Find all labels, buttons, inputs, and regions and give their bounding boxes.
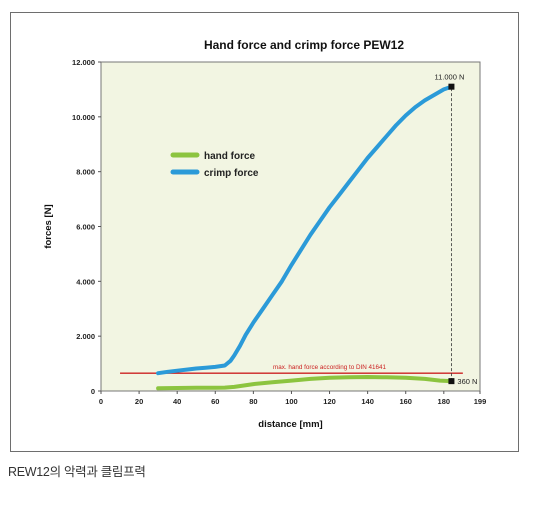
- figure-caption: REW12의 악력과 클림프력: [8, 465, 146, 479]
- marker-group: 11.000 N 360 N: [434, 73, 477, 386]
- x-tick-label: 199: [474, 397, 487, 406]
- x-tick-label: 180: [438, 397, 451, 406]
- end-marker: [448, 378, 455, 385]
- chart-frame: Hand force and crimp force PEW12 0 2.000 4…: [10, 12, 519, 452]
- plot-area: [100, 61, 481, 392]
- end-marker: [448, 83, 455, 90]
- y-tick-label: 2.000: [76, 332, 95, 341]
- x-tick-label: 40: [173, 397, 181, 406]
- series-line-crimp-force: [156, 84, 454, 376]
- legend: hand force crimp force: [170, 151, 259, 179]
- chart-title: Hand force and crimp force PEW12: [204, 38, 404, 52]
- x-tick-label: 120: [323, 397, 336, 406]
- x-tick-label: 160: [399, 397, 412, 406]
- y-tick-label: 8.000: [76, 168, 95, 177]
- y-tick-label: 12.000: [72, 58, 95, 67]
- series-group: [156, 84, 454, 391]
- x-tick-label: 60: [211, 397, 219, 406]
- x-axis: 0 20 40 60 80 100 120 140 160 180 199: [99, 391, 486, 406]
- marker-label: 11.000 N: [434, 73, 464, 82]
- force-chart: Hand force and crimp force PEW12 0 2.000 4…: [43, 38, 486, 430]
- marker-label: 360 N: [457, 377, 477, 386]
- x-tick-label: 80: [249, 397, 257, 406]
- series-line-hand-force: [156, 375, 454, 391]
- y-axis-label: forces [N]: [43, 204, 54, 248]
- legend-label: crimp force: [204, 168, 259, 179]
- legend-label: hand force: [204, 151, 256, 162]
- reference-line-label: max. hand force according to DIN 41641: [273, 364, 387, 371]
- y-tick-label: 6.000: [76, 223, 95, 232]
- y-tick-label: 4.000: [76, 277, 95, 286]
- y-tick-label: 10.000: [72, 113, 95, 122]
- x-axis-label: distance [mm]: [258, 419, 322, 430]
- x-tick-label: 140: [361, 397, 374, 406]
- x-tick-label: 20: [135, 397, 143, 406]
- reference-line-group: max. hand force according to DIN 41641: [120, 86, 463, 382]
- x-tick-label: 100: [285, 397, 298, 406]
- x-tick-label: 0: [99, 397, 103, 406]
- y-axis: 0 2.000 4.000 6.000 8.000 10.000 12.000: [72, 58, 101, 396]
- y-tick-label: 0: [91, 387, 95, 396]
